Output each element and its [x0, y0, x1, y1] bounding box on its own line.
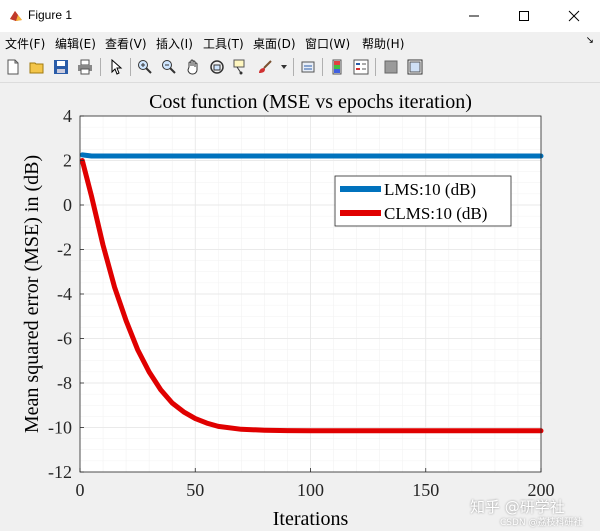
hide-plot-tools-button[interactable] [381, 57, 401, 77]
legend-button[interactable] [351, 57, 371, 77]
figure-canvas: 0 50 100 150 200 4 2 0 -2 -4 -6 -8 -10 -12 Cost funct… [0, 84, 600, 531]
pointer-icon [111, 59, 123, 75]
close-button[interactable] [551, 0, 597, 32]
minimize-icon [469, 15, 479, 17]
open-file-icon [29, 62, 44, 74]
x-tick-label: 50 [186, 480, 204, 500]
menu-window[interactable]: 窗口(W) [305, 37, 351, 51]
legend[interactable]: LMS:10 (dB) CLMS:10 (dB) [334, 175, 512, 227]
zoom-out-button[interactable] [159, 57, 179, 77]
toolbar-separator [375, 58, 376, 76]
colorbar-icon [332, 59, 342, 75]
chevron-down-icon [281, 65, 287, 69]
zoom-in-button[interactable] [135, 57, 155, 77]
zoom-out-icon [162, 60, 176, 74]
legend-icon [353, 59, 369, 75]
show-plot-tools-icon [407, 59, 423, 75]
menu-dock-arrow-icon[interactable]: ↘ [585, 35, 594, 46]
data-cursor-button[interactable] [231, 57, 251, 77]
x-tick-label: 150 [412, 480, 439, 500]
show-plot-tools-button[interactable] [405, 57, 425, 77]
new-figure-button[interactable] [3, 57, 23, 77]
data-cursor-icon [233, 59, 245, 75]
save-button[interactable] [51, 57, 71, 77]
y-tick-label: -12 [48, 462, 72, 482]
y-axis-label: Mean squared error (MSE) in (dB) [21, 155, 43, 433]
toolbar-separator [322, 58, 323, 76]
brush-button[interactable] [255, 57, 275, 77]
colorbar-button[interactable] [327, 57, 347, 77]
toolbar-separator [130, 58, 131, 76]
menu-view[interactable]: 查看(V) [105, 37, 147, 51]
y-tick-label: -6 [57, 329, 72, 349]
maximize-button[interactable] [501, 0, 547, 32]
menu-help[interactable]: 帮助(H) [362, 37, 405, 51]
rotate-3d-button[interactable] [207, 57, 227, 77]
link-plot-button[interactable] [298, 57, 318, 77]
legend-label-clms: CLMS:10 (dB) [384, 204, 487, 223]
menu-desktop[interactable]: 桌面(D) [253, 37, 296, 51]
pan-button[interactable] [183, 57, 203, 77]
chart-title: Cost function (MSE vs epochs iteration) [149, 91, 472, 113]
maximize-icon [519, 11, 529, 21]
save-icon [54, 60, 68, 74]
matlab-logo-icon [8, 8, 24, 24]
legend-box [334, 175, 512, 227]
watermark-zhihu: 知乎 @研学社 [470, 498, 565, 516]
rotate-3d-icon [210, 60, 224, 74]
pan-icon [187, 59, 198, 75]
hide-plot-tools-icon [384, 60, 398, 74]
minimize-button[interactable] [451, 0, 497, 32]
y-tick-label: -4 [57, 284, 72, 304]
print-button[interactable] [75, 57, 95, 77]
window-title: Figure 1 [28, 8, 73, 22]
x-axis-label: Iterations [273, 508, 349, 530]
x-tick-label: 200 [528, 480, 555, 500]
menu-insert[interactable]: 插入(I) [156, 37, 193, 51]
y-tick-label: 4 [63, 106, 72, 126]
new-figure-icon [7, 59, 19, 75]
menu-bar: 文件(F) 编辑(E) 查看(V) 插入(I) 工具(T) 桌面(D) 窗口(W… [0, 32, 600, 52]
title-bar: Figure 1 [0, 0, 600, 32]
link-icon [301, 61, 315, 73]
zoom-in-icon [138, 60, 152, 74]
y-tick-label: 0 [63, 195, 72, 215]
pointer-button[interactable] [106, 57, 126, 77]
y-tick-label: -10 [48, 418, 72, 438]
series-line-clms[interactable] [79, 158, 544, 434]
brush-icon [259, 60, 272, 73]
brush-dropdown-button[interactable] [279, 57, 289, 77]
series-line-lms[interactable] [79, 152, 544, 159]
x-tick-label: 0 [76, 480, 85, 500]
menu-tools[interactable]: 工具(T) [203, 37, 244, 51]
tick-labels: 0 50 100 150 200 4 2 0 -2 -4 -6 -8 -10 -12 [48, 106, 555, 500]
grid [79, 115, 542, 473]
toolbar-separator [293, 58, 294, 76]
y-tick-label: -2 [57, 240, 72, 260]
menu-file[interactable]: 文件(F) [5, 37, 46, 51]
x-tick-label: 100 [297, 480, 324, 500]
y-tick-label: -8 [57, 373, 72, 393]
open-file-button[interactable] [27, 57, 47, 77]
legend-label-lms: LMS:10 (dB) [384, 180, 476, 199]
toolbar-separator [100, 58, 101, 76]
close-icon [568, 10, 580, 22]
y-tick-label: 2 [63, 151, 72, 171]
mse-chart[interactable]: 0 50 100 150 200 4 2 0 -2 -4 -6 -8 -10 -12 Cost funct… [0, 84, 600, 531]
print-icon [78, 59, 92, 75]
watermark-csdn: CSDN @荔枝科研社 [500, 518, 583, 528]
figure-toolbar [0, 53, 600, 83]
menu-edit[interactable]: 编辑(E) [55, 37, 96, 51]
series-layer [79, 152, 544, 434]
